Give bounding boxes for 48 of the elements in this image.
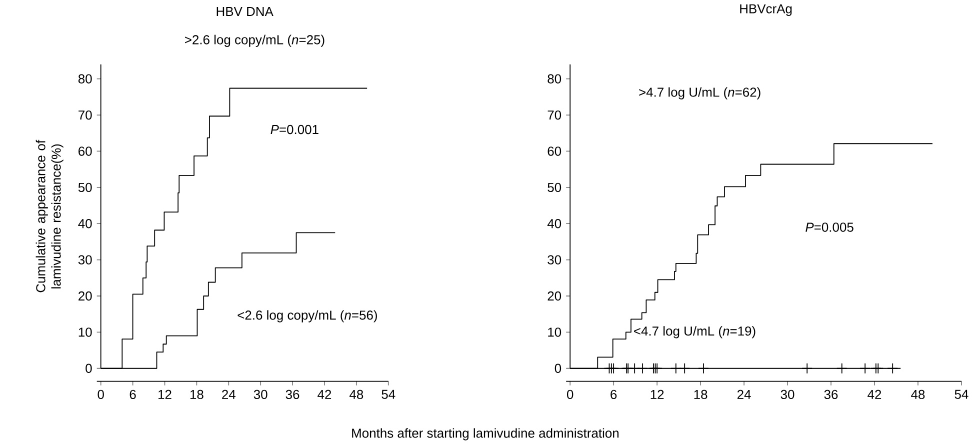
y-tick-label: 20 [548, 291, 562, 300]
y-tick-label: 0 [554, 364, 562, 373]
y-tick-label: 30 [548, 255, 562, 264]
y-tick-label: 80 [548, 74, 562, 84]
x-tick-label: 42 [868, 390, 882, 399]
y-tick-label: 30 [78, 255, 92, 264]
x-tick-label: 0 [98, 390, 104, 399]
y-tick-label: 10 [548, 327, 562, 337]
y-tick-label: 50 [78, 182, 92, 192]
x-tick-label: 30 [780, 390, 794, 399]
x-axis-title: Months after starting lamivudine administration [352, 428, 619, 440]
x-tick-label: 24 [222, 390, 236, 399]
x-tick-label: 0 [567, 390, 574, 399]
annotation: <2.6 log copy/mL (n=56) [238, 310, 377, 322]
x-tick-label: 48 [350, 390, 364, 399]
y-axis-title: Cumulative appearance of lamivudine resistance(%) [36, 140, 64, 292]
y-tick-label: 80 [78, 74, 92, 84]
x-tick-label: 6 [130, 390, 136, 399]
x-tick-label: 30 [254, 390, 268, 399]
x-tick-label: 24 [737, 390, 751, 399]
y-tick-label: 60 [548, 146, 562, 156]
x-tick-label: 18 [190, 390, 204, 399]
annotation: <4.7 log U/mL (n=19) [634, 326, 756, 338]
annotation: P=0.001 [270, 124, 318, 134]
x-tick-label: 6 [610, 390, 617, 399]
annotation: >4.7 log U/mL (n=62) [639, 87, 760, 100]
x-tick-label: 12 [650, 390, 664, 399]
chart-title: HBV DNA [216, 6, 274, 16]
x-tick-label: 54 [382, 390, 396, 399]
y-tick-label: 40 [78, 218, 92, 228]
chart-title: HBVcrAg [740, 4, 792, 16]
x-tick-label: 12 [158, 390, 172, 399]
x-tick-label: 36 [824, 390, 838, 399]
y-tick-label: 10 [78, 327, 92, 337]
x-tick-label: 36 [286, 390, 300, 399]
annotation: P=0.005 [806, 222, 854, 232]
y-tick-label: 50 [548, 182, 562, 192]
x-tick-label: 18 [694, 390, 708, 399]
y-tick-label: 0 [86, 364, 92, 373]
y-tick-label: 70 [78, 110, 92, 120]
x-tick-label: 48 [911, 390, 925, 399]
text: >2.6 log copy/mL (n=25) [185, 34, 324, 47]
y-tick-label: 70 [548, 110, 562, 120]
y-tick-label: 20 [78, 291, 92, 300]
y-tick-label: 40 [547, 218, 562, 228]
y-tick-label: 60 [78, 146, 92, 156]
x-tick-label: 42 [318, 390, 332, 399]
x-tick-label: 54 [954, 390, 968, 399]
